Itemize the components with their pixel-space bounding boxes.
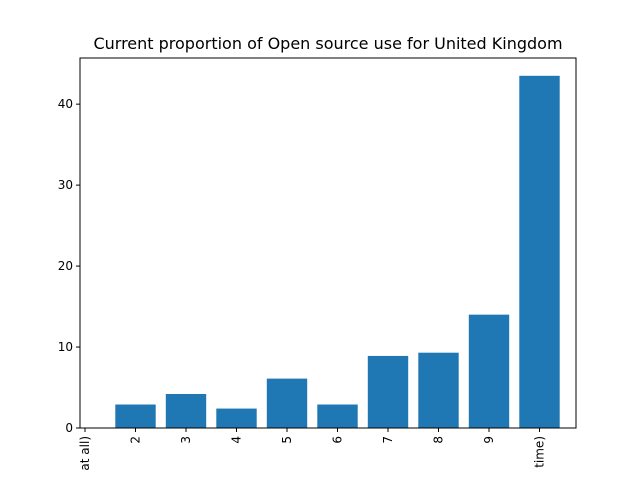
bar-4	[266, 378, 308, 428]
y-tick-label-2: 20	[58, 259, 73, 273]
x-tick-label-3: 4	[230, 436, 244, 444]
chart-title: Current proportion of Open source use fo…	[93, 34, 562, 53]
x-axis: at all) 2 3 4 5 6 7 8 9 time)	[78, 428, 547, 471]
bar-2	[165, 394, 207, 428]
y-axis: 0 10 20 30 40	[58, 97, 80, 435]
x-tick-label-1: 2	[129, 436, 143, 444]
x-tick-label-7: 8	[432, 436, 446, 444]
y-tick-label-4: 40	[58, 97, 73, 111]
bar-7	[418, 352, 459, 428]
x-tick-label-0: at all)	[78, 436, 92, 471]
bar-3	[216, 408, 257, 428]
x-tick-label-8: 9	[482, 436, 496, 444]
bar-5	[317, 404, 358, 428]
bar-6	[367, 355, 409, 428]
bars-group	[115, 75, 560, 428]
bar-1	[115, 404, 156, 428]
x-tick-label-2: 3	[179, 436, 193, 444]
y-tick-label-0: 0	[65, 421, 73, 435]
x-tick-label-4: 5	[280, 436, 294, 444]
y-tick-label-1: 10	[58, 340, 73, 354]
y-tick-label-3: 30	[58, 178, 73, 192]
x-tick-label-5: 6	[331, 436, 345, 444]
x-tick-label-9: time)	[533, 436, 547, 468]
bar-8	[468, 314, 510, 428]
plot-frame	[79, 57, 577, 429]
x-tick-label-6: 7	[381, 436, 395, 444]
bar-9	[519, 75, 560, 428]
